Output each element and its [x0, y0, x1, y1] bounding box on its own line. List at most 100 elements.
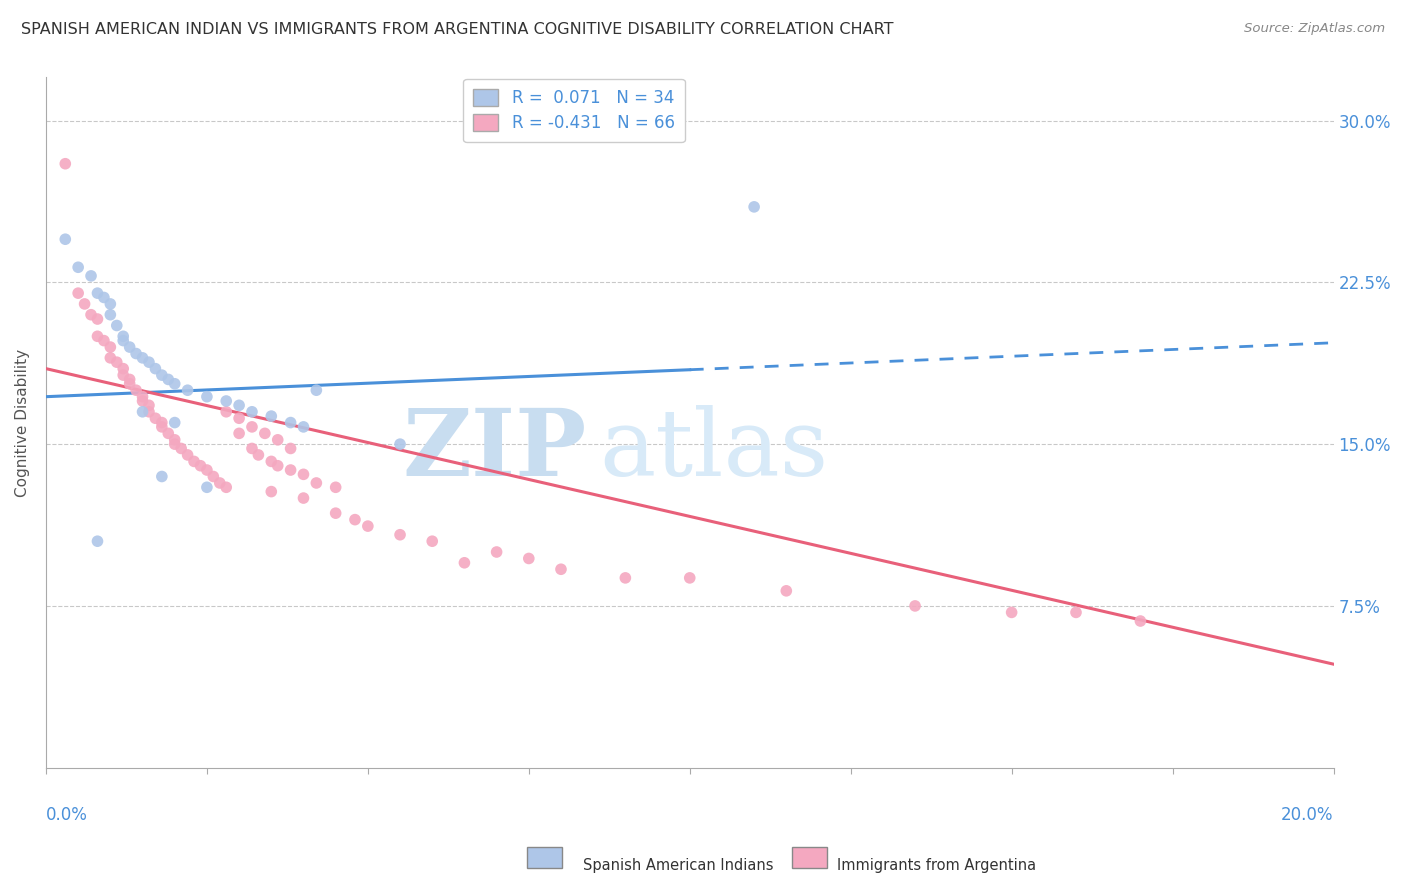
Point	[98, 340, 121, 354]
Point	[150, 469, 173, 483]
Point	[280, 416, 302, 430]
Point	[131, 351, 153, 365]
Point	[125, 383, 148, 397]
Point	[267, 433, 290, 447]
Point	[325, 480, 347, 494]
FancyBboxPatch shape	[792, 847, 827, 868]
Point	[105, 318, 128, 333]
Point	[292, 491, 315, 505]
Point	[163, 437, 186, 451]
Point	[157, 372, 180, 386]
Text: Spanish American Indians: Spanish American Indians	[583, 858, 773, 872]
Text: atlas: atlas	[599, 405, 830, 495]
Point	[86, 534, 108, 549]
Point	[80, 308, 103, 322]
Point	[517, 551, 540, 566]
Text: Immigrants from Argentina: Immigrants from Argentina	[837, 858, 1036, 872]
Point	[742, 200, 765, 214]
Point	[67, 286, 90, 301]
Point	[170, 442, 193, 456]
Point	[215, 480, 238, 494]
Point	[98, 308, 121, 322]
Point	[215, 394, 238, 409]
Point	[280, 463, 302, 477]
Legend: R =  0.071   N = 34, R = -0.431   N = 66: R = 0.071 N = 34, R = -0.431 N = 66	[463, 78, 685, 142]
Point	[112, 334, 135, 348]
Point	[195, 390, 218, 404]
Text: ZIP: ZIP	[402, 405, 586, 495]
Point	[260, 409, 283, 423]
Point	[145, 361, 167, 376]
Point	[118, 372, 141, 386]
Point	[176, 448, 198, 462]
Point	[118, 376, 141, 391]
Point	[98, 351, 121, 365]
Text: SPANISH AMERICAN INDIAN VS IMMIGRANTS FROM ARGENTINA COGNITIVE DISABILITY CORREL: SPANISH AMERICAN INDIAN VS IMMIGRANTS FR…	[21, 22, 894, 37]
Point	[305, 383, 328, 397]
Point	[1001, 606, 1024, 620]
Point	[118, 340, 141, 354]
Point	[163, 376, 186, 391]
Point	[163, 433, 186, 447]
Text: 0.0%: 0.0%	[46, 805, 87, 823]
Point	[105, 355, 128, 369]
Point	[195, 480, 218, 494]
FancyBboxPatch shape	[527, 847, 562, 868]
Point	[138, 398, 160, 412]
Point	[215, 405, 238, 419]
Point	[253, 426, 276, 441]
Point	[280, 442, 302, 456]
Point	[343, 513, 366, 527]
Point	[195, 463, 218, 477]
Point	[150, 368, 173, 383]
Point	[389, 437, 412, 451]
Point	[150, 420, 173, 434]
Point	[53, 232, 76, 246]
Point	[67, 260, 90, 275]
Point	[131, 394, 153, 409]
Point	[247, 448, 270, 462]
Point	[163, 416, 186, 430]
Point	[292, 467, 315, 482]
Point	[93, 290, 115, 304]
Point	[131, 405, 153, 419]
Point	[150, 416, 173, 430]
Point	[228, 398, 250, 412]
Point	[292, 420, 315, 434]
Point	[614, 571, 637, 585]
Point	[228, 411, 250, 425]
Point	[202, 469, 225, 483]
Point	[80, 268, 103, 283]
Text: Source: ZipAtlas.com: Source: ZipAtlas.com	[1244, 22, 1385, 36]
Point	[679, 571, 702, 585]
Point	[453, 556, 475, 570]
Point	[485, 545, 508, 559]
Point	[86, 329, 108, 343]
Point	[190, 458, 212, 473]
Point	[228, 426, 250, 441]
Y-axis label: Cognitive Disability: Cognitive Disability	[15, 349, 30, 497]
Point	[208, 475, 231, 490]
Point	[550, 562, 572, 576]
Point	[157, 426, 180, 441]
Point	[176, 383, 198, 397]
Point	[138, 355, 160, 369]
Point	[240, 420, 263, 434]
Point	[112, 329, 135, 343]
Point	[86, 286, 108, 301]
Point	[73, 297, 96, 311]
Point	[267, 458, 290, 473]
Text: 20.0%: 20.0%	[1281, 805, 1333, 823]
Point	[93, 334, 115, 348]
Point	[125, 346, 148, 360]
Point	[904, 599, 927, 613]
Point	[183, 454, 205, 468]
Point	[86, 312, 108, 326]
Point	[260, 454, 283, 468]
Point	[1129, 614, 1152, 628]
Point	[131, 390, 153, 404]
Point	[138, 405, 160, 419]
Point	[260, 484, 283, 499]
Point	[357, 519, 380, 533]
Point	[325, 506, 347, 520]
